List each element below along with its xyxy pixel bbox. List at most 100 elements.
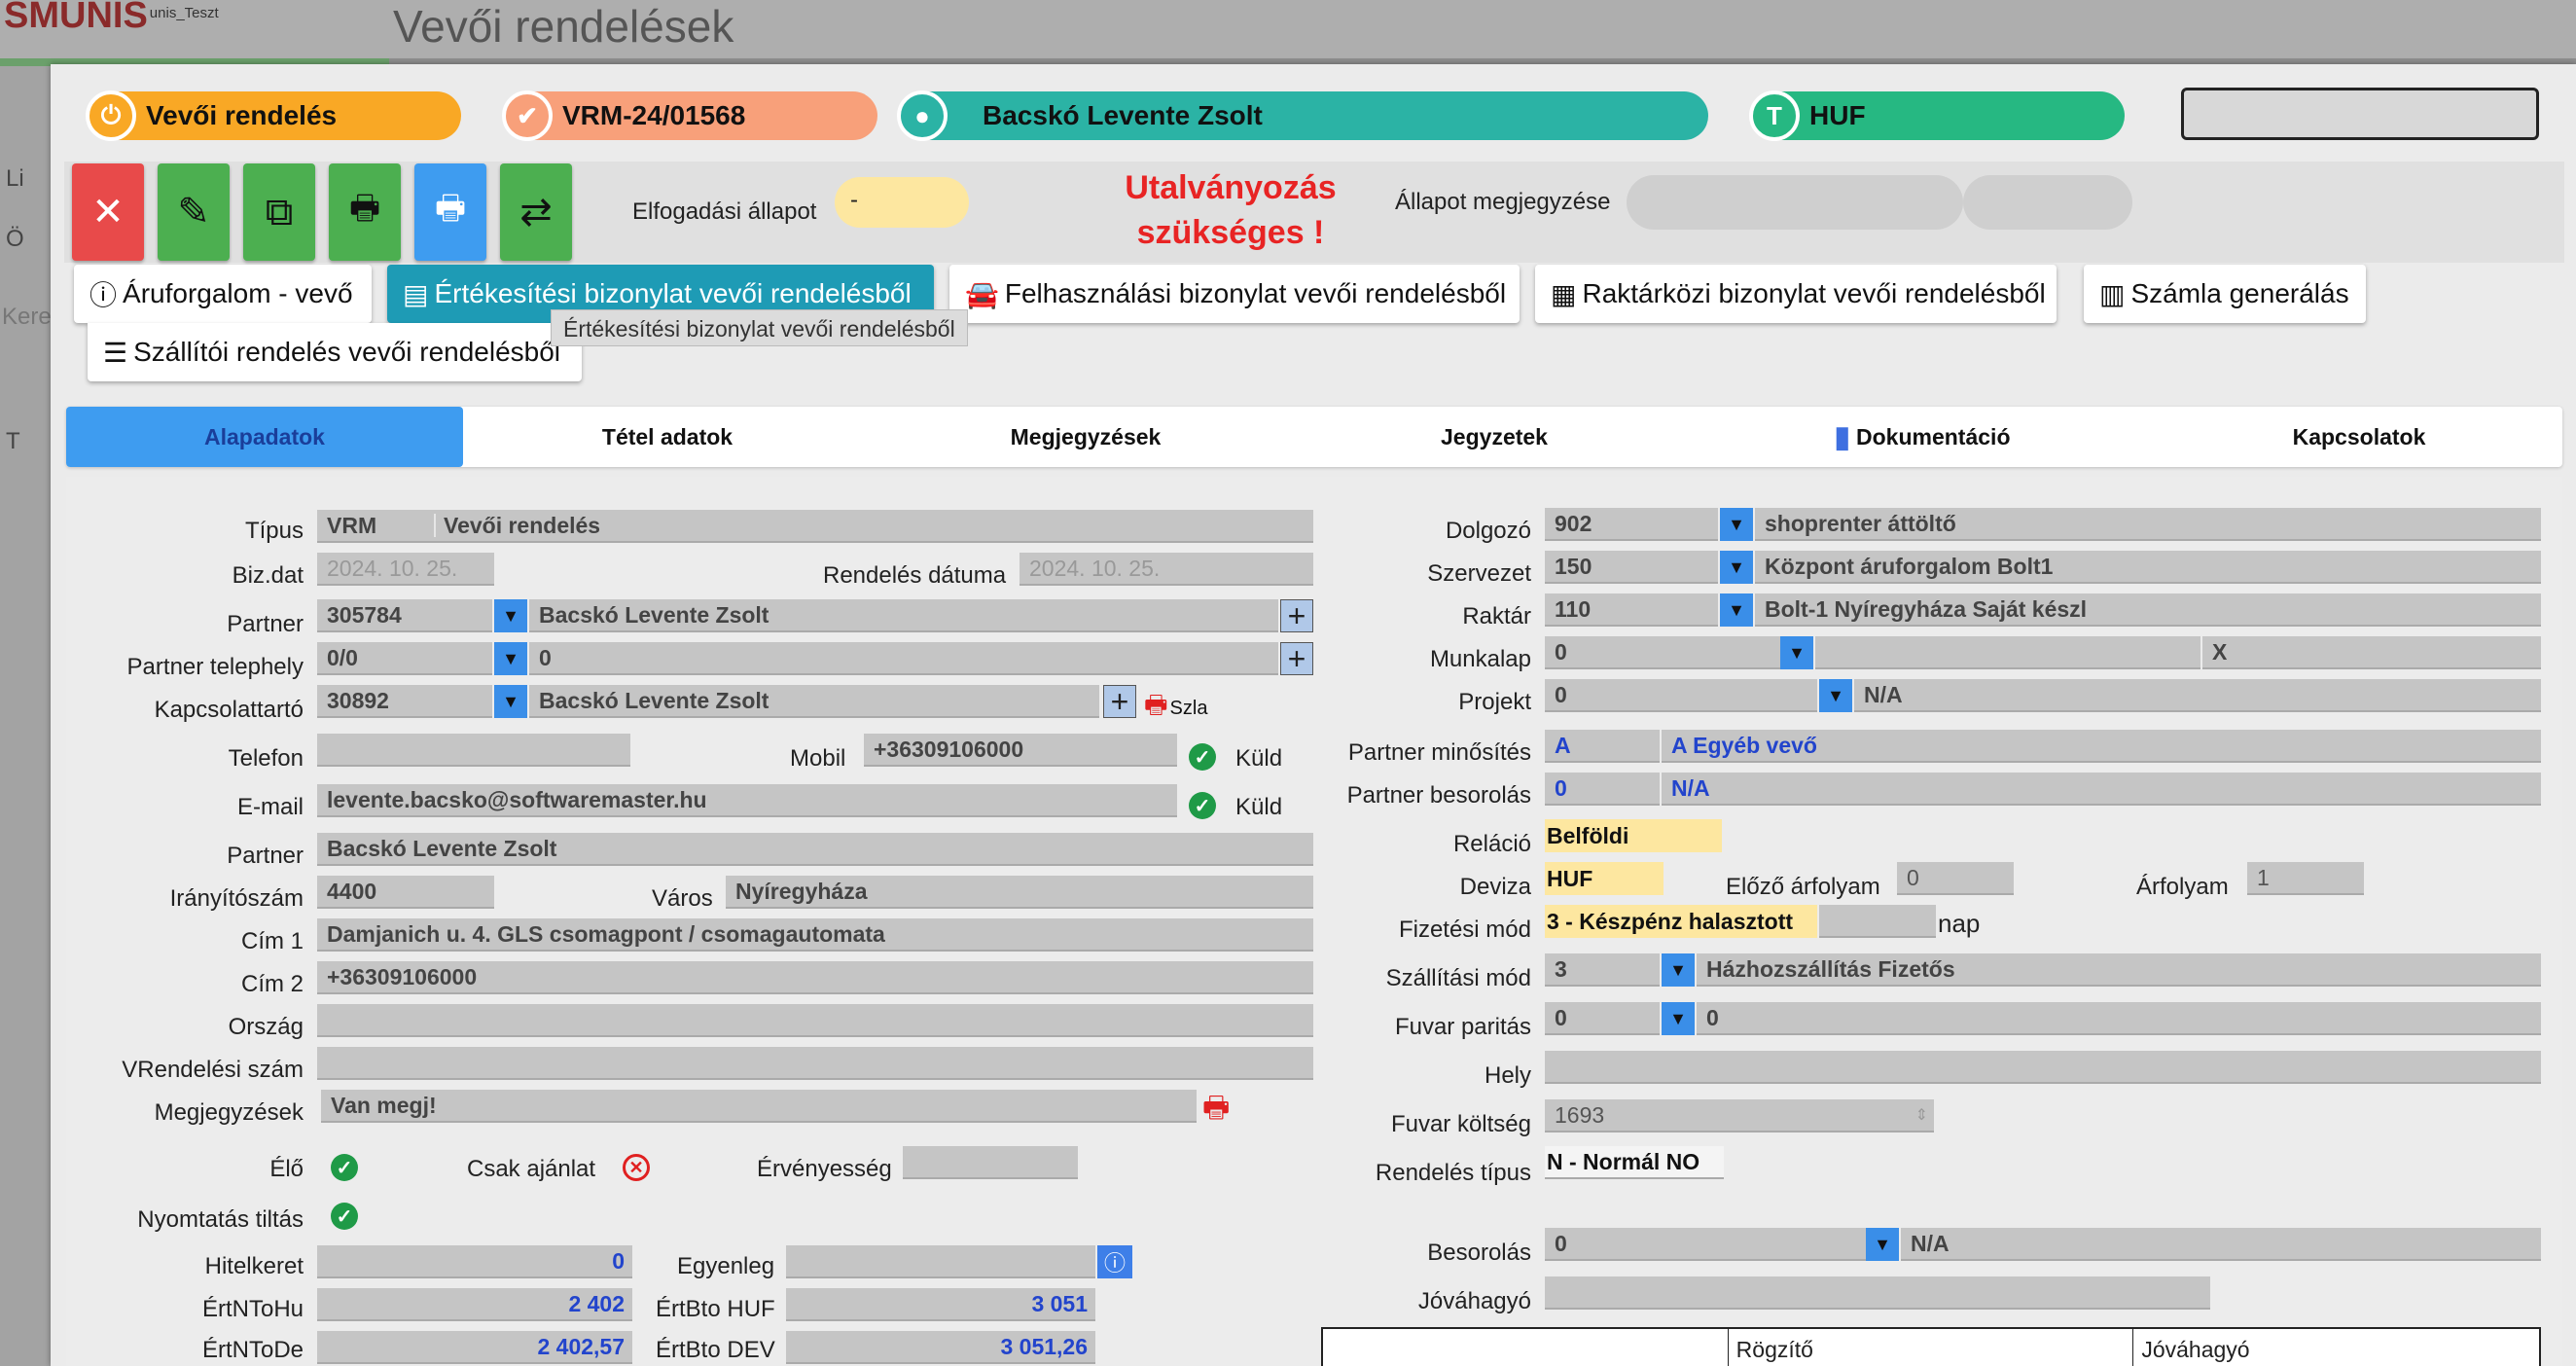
- edit-button[interactable]: ✎: [158, 163, 230, 261]
- telephely-code-field[interactable]: 0/0: [317, 642, 492, 675]
- copy-button[interactable]: ⧉: [243, 163, 315, 261]
- add-telephely-button[interactable]: +: [1280, 642, 1313, 675]
- invoice-generate-button[interactable]: ▥ Számla generálás: [2084, 265, 2366, 323]
- partner-name-field[interactable]: Bacskó Levente Zsolt: [529, 599, 1278, 632]
- paritas-name-field[interactable]: 0: [1697, 1002, 2541, 1035]
- vrend-field[interactable]: [317, 1047, 1313, 1080]
- email-send-check-icon[interactable]: ✓: [1189, 792, 1216, 819]
- csak-ajanlat-x-icon[interactable]: ✕: [623, 1154, 650, 1181]
- print-szla-button[interactable]: 🖶 Szla: [1144, 687, 1207, 730]
- minosites-name-field[interactable]: A Egyéb vevő: [1662, 730, 2541, 763]
- partner-code-field[interactable]: 305784: [317, 599, 492, 632]
- megj-field[interactable]: Van megj!: [321, 1090, 1197, 1123]
- munkalap-x-field[interactable]: X: [2202, 636, 2541, 669]
- mobil-send-check-icon[interactable]: ✓: [1189, 743, 1216, 771]
- telephely-name-field[interactable]: 0: [529, 642, 1278, 675]
- projekt-code-field[interactable]: 0: [1545, 679, 1817, 712]
- cim2-field[interactable]: +36309106000: [317, 961, 1313, 994]
- munkalap-name-field[interactable]: [1815, 636, 2200, 669]
- stepper-icon[interactable]: ⇕: [1914, 1107, 1928, 1124]
- print-alt-button[interactable]: 🖶: [414, 163, 486, 261]
- szervezet-code-field[interactable]: 150: [1545, 551, 1718, 584]
- fizetes-field[interactable]: 3 - Készpénz halasztott: [1545, 905, 1817, 938]
- szervezet-name-field[interactable]: Központ áruforgalom Bolt1: [1755, 551, 2541, 584]
- sales-turnover-button[interactable]: ⓘ Áruforgalom - vevő: [74, 265, 372, 323]
- status-note-field[interactable]: [1627, 175, 1963, 230]
- besorolas2-name-field[interactable]: N/A: [1901, 1228, 2541, 1261]
- telefon-field[interactable]: [317, 734, 630, 767]
- fizetes-nap-field[interactable]: [1819, 905, 1936, 938]
- munkalap-dropdown[interactable]: ▼: [1780, 636, 1813, 669]
- ertntode-field[interactable]: 2 402,57: [317, 1331, 632, 1364]
- add-partner-button[interactable]: +: [1280, 599, 1313, 632]
- szervezet-dropdown[interactable]: ▼: [1720, 551, 1753, 584]
- close-button[interactable]: ✕: [72, 163, 144, 261]
- order-date-field[interactable]: 2024. 10. 25.: [1020, 553, 1313, 586]
- deviza-field[interactable]: HUF: [1545, 862, 1664, 895]
- ervenyesseg-field[interactable]: [903, 1146, 1078, 1179]
- raktar-dropdown[interactable]: ▼: [1720, 593, 1753, 627]
- dolgozo-name-field[interactable]: shoprenter áttöltő: [1755, 508, 2541, 541]
- szallitas-name-field[interactable]: Házhozszállítás Fizetős: [1697, 953, 2541, 987]
- tab-kapcsolatok[interactable]: Kapcsolatok: [2292, 423, 2426, 449]
- tab-megjegyzesek[interactable]: Megjegyzések: [1010, 423, 1162, 449]
- besorolas-code-field[interactable]: 0: [1545, 773, 1660, 806]
- relacio-field[interactable]: Belföldi: [1545, 819, 1722, 852]
- warehouse-doc-button[interactable]: ▦ Raktárközi bizonylat vevői rendelésből: [1535, 265, 2057, 323]
- printer-icon[interactable]: 🖶: [1202, 1092, 1231, 1124]
- ertntohu-field[interactable]: 2 402: [317, 1288, 632, 1321]
- projekt-name-field[interactable]: N/A: [1854, 679, 2541, 712]
- partner2-field[interactable]: Bacskó Levente Zsolt: [317, 833, 1313, 866]
- add-contact-button[interactable]: +: [1103, 685, 1136, 718]
- hely-field[interactable]: [1545, 1051, 2541, 1084]
- irsz-field[interactable]: 4400: [317, 876, 494, 909]
- varos-field[interactable]: Nyíregyháza: [726, 876, 1313, 909]
- swap-button[interactable]: ⇄: [500, 163, 572, 261]
- print-button[interactable]: 🖶: [329, 163, 401, 261]
- paritas-dropdown[interactable]: ▼: [1662, 1002, 1695, 1035]
- arfolyam-field[interactable]: 1: [2247, 862, 2364, 895]
- besorolas2-code-field[interactable]: 0: [1545, 1228, 1866, 1261]
- szallitas-dropdown[interactable]: ▼: [1662, 953, 1695, 987]
- kapcsolat-dropdown[interactable]: ▼: [494, 685, 527, 718]
- orszag-field[interactable]: [317, 1004, 1313, 1037]
- ertbtodev-field[interactable]: 3 051,26: [786, 1331, 1095, 1364]
- jovahagyo-field[interactable]: [1545, 1276, 2210, 1310]
- nyomtatas-check-icon[interactable]: ✓: [331, 1203, 358, 1230]
- tab-jegyzetek[interactable]: Jegyzetek: [1441, 423, 1548, 449]
- dolgozo-dropdown[interactable]: ▼: [1720, 508, 1753, 541]
- sales-doc-button[interactable]: ▤ Értékesítési bizonylat vevői rendelésbő…: [387, 265, 934, 323]
- usage-doc-button[interactable]: 🚘 Felhasználási bizonylat vevői rendelésb…: [949, 265, 1520, 323]
- szallitas-code-field[interactable]: 3: [1545, 953, 1660, 987]
- paritas-code-field[interactable]: 0: [1545, 1002, 1660, 1035]
- kapcsolat-code-field[interactable]: 30892: [317, 685, 492, 718]
- raktar-name-field[interactable]: Bolt-1 Nyíregyháza Saját készl: [1755, 593, 2541, 627]
- tab-dokumentacio[interactable]: ▮ Dokumentáció: [1834, 420, 2011, 453]
- telephely-dropdown[interactable]: ▼: [494, 642, 527, 675]
- supplier-order-button[interactable]: ☰ Szállítói rendelés vevői rendelésből: [88, 323, 582, 381]
- elozo-arfolyam-field[interactable]: 0: [1897, 862, 2014, 895]
- ertbtohuf-field[interactable]: 3 051: [786, 1288, 1095, 1321]
- elo-check-icon[interactable]: ✓: [331, 1154, 358, 1181]
- bizdat-field[interactable]: 2024. 10. 25.: [317, 553, 494, 586]
- email-field[interactable]: levente.bacsko@softwaremaster.hu: [317, 784, 1177, 817]
- munkalap-code-field[interactable]: 0: [1545, 636, 1780, 669]
- cim1-field[interactable]: Damjanich u. 4. GLS csomagpont / csomaga…: [317, 918, 1313, 952]
- acceptance-status[interactable]: -: [835, 177, 969, 228]
- kapcsolat-name-field[interactable]: Bacskó Levente Zsolt: [529, 685, 1099, 718]
- partner-dropdown[interactable]: ▼: [494, 599, 527, 632]
- info-icon[interactable]: ⓘ: [1097, 1245, 1132, 1278]
- mobil-field[interactable]: +36309106000: [864, 734, 1177, 767]
- tipus-field[interactable]: VRM Vevői rendelés: [317, 510, 1313, 543]
- rendeles-tipus-field[interactable]: N - Normál NO: [1545, 1146, 1724, 1179]
- dolgozo-code-field[interactable]: 902: [1545, 508, 1718, 541]
- tab-tetel-adatok[interactable]: Tétel adatok: [601, 423, 733, 449]
- egyenleg-field[interactable]: [786, 1245, 1095, 1278]
- fuvar-koltseg-field[interactable]: 1693 ⇕: [1545, 1099, 1934, 1132]
- projekt-dropdown[interactable]: ▼: [1819, 679, 1852, 712]
- tab-alapadatok[interactable]: Alapadatok: [66, 407, 463, 467]
- status-note-field-2[interactable]: [1963, 175, 2132, 230]
- besorolas2-dropdown[interactable]: ▼: [1866, 1228, 1899, 1261]
- besorolas-name-field[interactable]: N/A: [1662, 773, 2541, 806]
- hitelkeret-field[interactable]: 0: [317, 1245, 632, 1278]
